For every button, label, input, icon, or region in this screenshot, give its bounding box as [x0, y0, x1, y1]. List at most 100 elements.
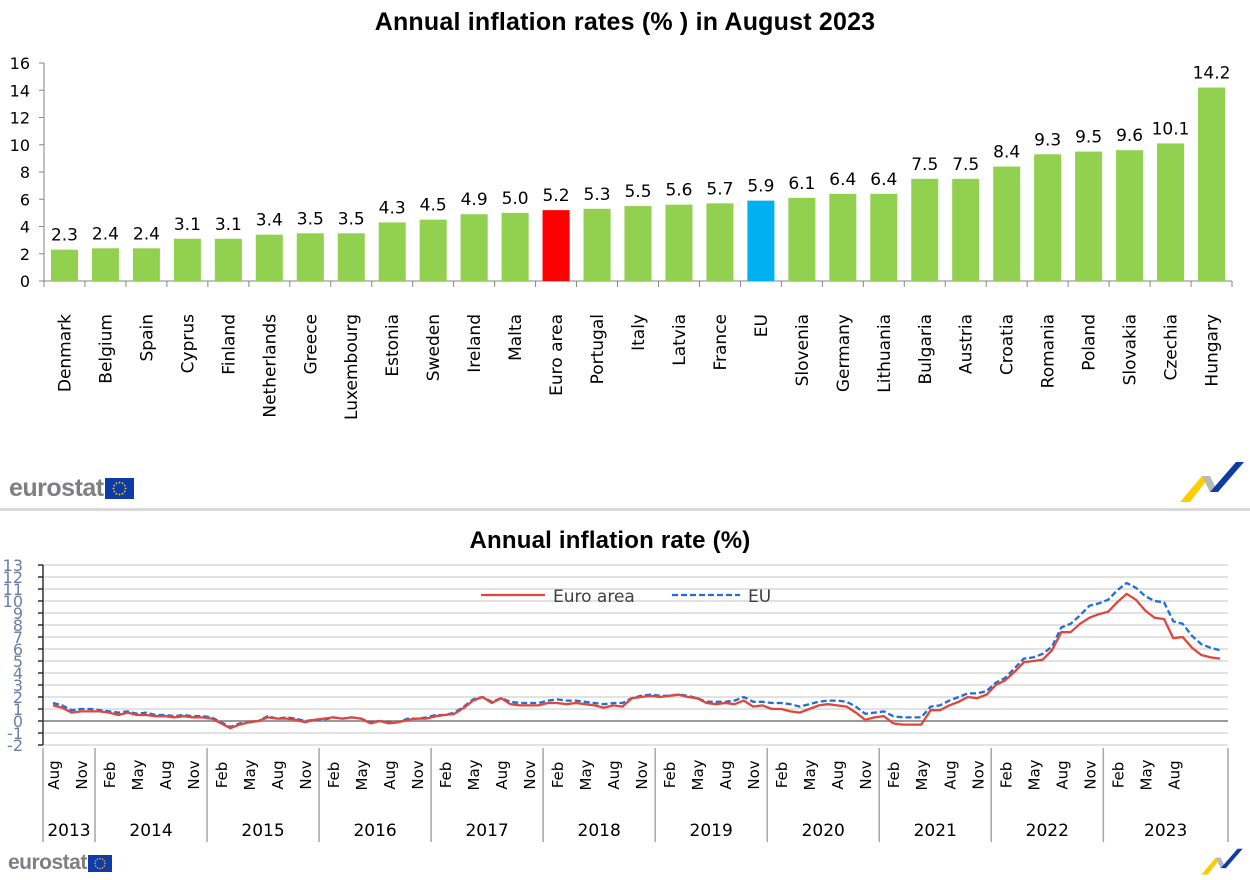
x-year-label: 2013 — [47, 821, 90, 841]
line-chart-panel: Annual inflation rate (%) eurostat — [0, 512, 1250, 876]
x-month-label: Nov — [409, 760, 427, 789]
bar — [747, 200, 775, 281]
x-month-label: Feb — [885, 762, 903, 789]
bar — [583, 208, 611, 281]
y-tick-label: 12 — [10, 109, 30, 128]
x-month-label: Aug — [269, 760, 287, 789]
eurostat-logo-text: eurostat — [9, 474, 104, 502]
x-tick-label: Slovenia — [793, 314, 813, 386]
x-tick-label: Czechia — [1162, 314, 1182, 381]
y-tick-label: 14 — [10, 81, 30, 100]
data-label: 4.9 — [461, 190, 488, 210]
x-month-label: Nov — [73, 760, 91, 789]
x-tick-label: Hungary — [1203, 314, 1223, 387]
bar — [1197, 87, 1226, 282]
x-month-label: May — [129, 759, 147, 790]
bar — [829, 193, 857, 281]
x-month-label: Aug — [381, 760, 399, 789]
flag-star — [113, 484, 115, 487]
bar-chart-title: Annual inflation rates (% ) in August 20… — [374, 8, 876, 36]
y-tick-label: 0 — [13, 712, 23, 731]
x-year-label: 2016 — [353, 821, 396, 841]
y-tick-label: 8 — [13, 616, 23, 635]
bar — [1075, 151, 1103, 281]
x-month-label: Nov — [857, 760, 875, 789]
y-tick-label: 12 — [3, 568, 23, 587]
eurostat-swoosh-icon — [1180, 462, 1244, 502]
bar — [624, 206, 652, 281]
x-month-label: May — [353, 759, 371, 790]
x-month-label: Nov — [1081, 760, 1099, 789]
bar — [50, 249, 79, 281]
bar — [214, 238, 242, 281]
data-label: 6.4 — [829, 170, 856, 190]
flag-star — [115, 492, 118, 495]
y-tick-label: 6 — [13, 640, 23, 659]
x-month-label: Aug — [605, 760, 623, 789]
bar — [460, 214, 488, 281]
x-month-label: May — [689, 759, 707, 790]
x-tick-label: EU — [752, 314, 772, 337]
data-label: 2.4 — [92, 224, 119, 244]
data-label: 9.6 — [1116, 126, 1143, 146]
data-label: 7.5 — [952, 155, 979, 175]
data-label: 5.5 — [624, 182, 651, 202]
x-month-label: Aug — [829, 760, 847, 789]
eurostat-logo-text: eurostat — [8, 851, 87, 874]
x-tick-label: Euro area — [547, 314, 567, 396]
flag-star — [115, 482, 118, 485]
y-tick-label: 10 — [10, 136, 30, 155]
x-month-label: Aug — [717, 760, 735, 789]
flag-star — [101, 866, 104, 869]
data-label: 4.5 — [420, 196, 447, 216]
x-month-label: Feb — [213, 762, 231, 789]
y-tick-label: 2 — [20, 245, 30, 264]
data-label: 9.3 — [1034, 130, 1061, 150]
flag-star — [94, 859, 97, 862]
bar — [788, 197, 816, 281]
data-label: 6.4 — [870, 170, 897, 190]
data-label: 5.9 — [747, 177, 774, 197]
x-month-label: Feb — [773, 762, 791, 789]
x-tick-label: France — [711, 314, 731, 371]
x-month-label: Feb — [997, 762, 1015, 789]
x-month-label: Feb — [549, 762, 567, 789]
y-tick-label: -1 — [7, 724, 23, 743]
line-chart-title: Annual inflation rate (%) — [469, 527, 751, 554]
x-month-label: Nov — [185, 760, 203, 789]
series-line-euro-area — [52, 592, 1221, 730]
data-label: 2.4 — [133, 224, 160, 244]
x-month-label: Aug — [941, 760, 959, 789]
flag-star — [121, 482, 124, 485]
x-tick-label: Italy — [629, 314, 649, 351]
flag-star — [99, 867, 101, 869]
y-tick-label: 1 — [13, 700, 23, 719]
y-tick-label: 5 — [13, 652, 23, 671]
data-label: 5.3 — [584, 185, 611, 205]
flag-star — [103, 859, 105, 862]
x-month-label: Nov — [745, 760, 763, 789]
flag-star — [104, 862, 106, 864]
bar — [1034, 154, 1062, 281]
x-month-label: May — [241, 759, 259, 790]
x-tick-label: Ireland — [465, 314, 485, 373]
bar — [132, 248, 160, 281]
y-tick-label: 11 — [3, 580, 23, 599]
data-label: 14.2 — [1193, 64, 1231, 84]
series-line-eu — [52, 581, 1221, 729]
x-year-label: 2019 — [690, 821, 733, 841]
bar — [91, 248, 119, 281]
bar — [1157, 143, 1185, 281]
x-tick-label: Spain — [137, 314, 157, 362]
x-tick-label: Lithuania — [875, 314, 895, 393]
bar — [296, 233, 324, 281]
data-label: 7.5 — [911, 155, 938, 175]
data-label: 5.7 — [706, 179, 733, 199]
data-label: 9.5 — [1075, 128, 1102, 148]
flag-star — [96, 857, 99, 860]
flag-star — [99, 857, 101, 859]
legend: Euro area EU — [481, 587, 771, 607]
flag-star — [101, 857, 104, 860]
x-month-label: Aug — [1053, 760, 1071, 789]
